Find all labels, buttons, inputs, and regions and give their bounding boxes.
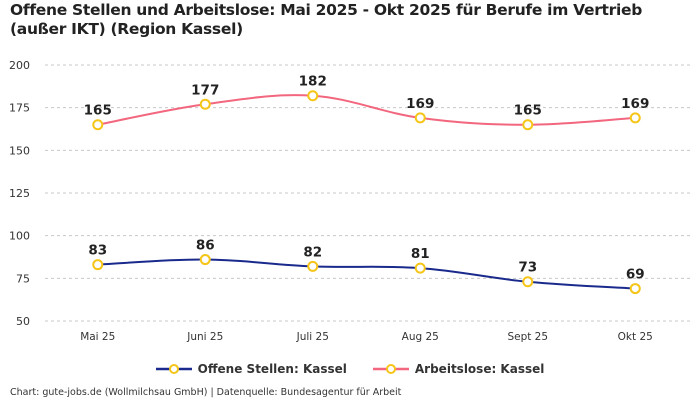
y-tick-label: 50 [16,315,30,328]
y-tick-label: 175 [9,102,30,115]
legend-line-icon [372,364,409,374]
x-tick-label: Juni 25 [186,331,223,343]
data-point [307,260,319,272]
data-label: 86 [196,238,215,254]
data-label: 165 [514,103,542,119]
source-footer: Chart: gute-jobs.de (Wollmilchsau GmbH) … [10,387,402,398]
legend-item-offene-stellen[interactable]: Offene Stellen: Kassel [155,362,347,376]
data-label: 169 [621,96,649,112]
y-tick-label: 125 [9,187,30,200]
data-point [629,112,641,124]
data-label: 83 [88,243,107,259]
y-tick-label: 150 [9,144,30,157]
chart-title: Offene Stellen und Arbeitslose: Mai 2025… [10,1,643,38]
data-point [199,98,211,110]
data-point [307,90,319,102]
data-label: 69 [626,267,645,283]
legend: Offene Stellen: Kassel Arbeitslose: Kass… [0,362,700,376]
data-label: 182 [299,74,327,90]
y-tick-label: 100 [9,230,30,243]
series-line [97,94,636,126]
data-point [414,112,426,124]
line-chart: 50 75 100 125 150 175 200 Mai 25 Juni 25 Juli 25 A… [9,59,690,343]
data-point [414,262,426,274]
data-label: 81 [411,246,430,262]
legend-label: Arbeitslose: Kassel [414,362,545,376]
x-tick-label: Sept 25 [507,331,548,343]
data-label: 165 [84,103,112,119]
legend-line-icon [155,364,192,374]
data-point [522,276,534,288]
data-point [92,259,104,271]
y-tick-label: 75 [16,272,30,285]
legend-item-arbeitslose[interactable]: Arbeitslose: Kassel [372,362,545,376]
data-point [629,283,641,295]
data-label: 169 [406,96,434,112]
data-label: 177 [191,82,219,98]
data-point [199,254,211,266]
data-label: 73 [518,260,537,276]
y-tick-label: 200 [9,59,30,72]
data-label: 82 [303,244,322,260]
x-tick-label: Juli 25 [296,331,329,343]
data-point [522,119,534,131]
legend-label: Offene Stellen: Kassel [197,362,347,376]
series-line [97,258,636,290]
x-tick-label: Okt 25 [618,331,653,343]
x-tick-label: Aug 25 [402,331,439,343]
x-tick-label: Mai 25 [80,331,115,343]
data-point [92,119,104,131]
